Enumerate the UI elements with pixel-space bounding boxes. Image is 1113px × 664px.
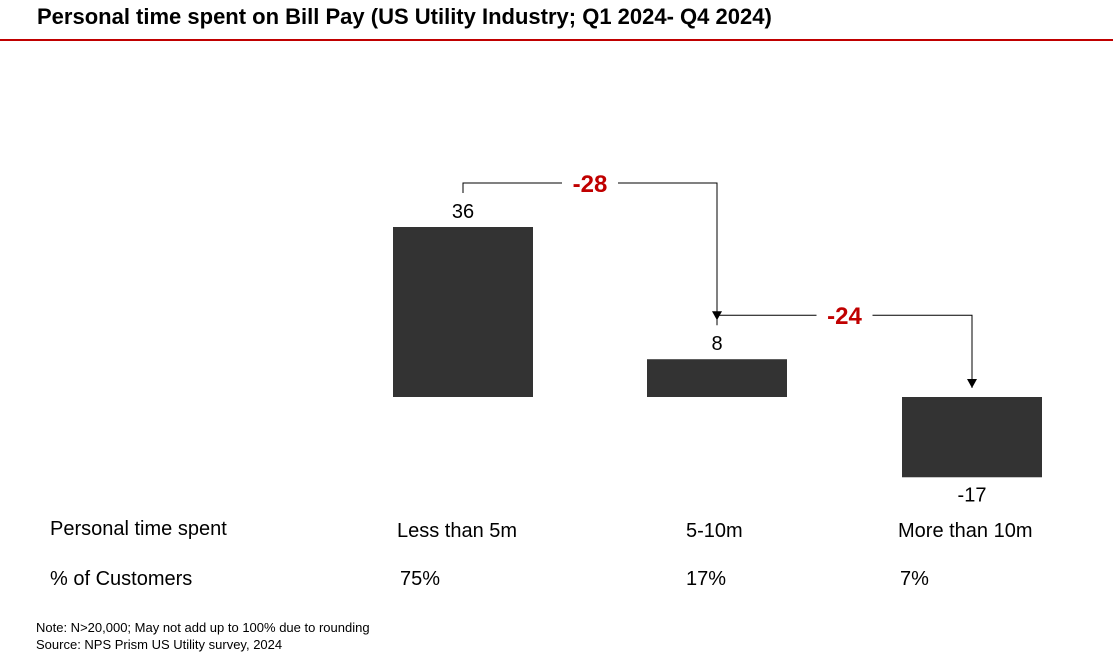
data-label-less-than-5m: 36 <box>452 201 474 223</box>
data-label-more-than-10m: -17 <box>958 484 987 506</box>
time-spent-less-than-5m: Less than 5m <box>397 520 518 542</box>
footnote-source: Source: NPS Prism US Utility survey, 202… <box>36 637 283 652</box>
bar-more-than-10m <box>902 397 1042 478</box>
time-spent-more-than-10m: More than 10m <box>898 520 1033 542</box>
percent-customers-more-than-10m: 7% <box>900 568 929 590</box>
percent-customers-less-than-5m: 75% <box>400 568 441 590</box>
difference-label-background-2 <box>816 301 873 330</box>
difference-label-background-1 <box>562 169 618 197</box>
chart-title: Personal time spent on Bill Pay (US Util… <box>37 4 772 29</box>
percent-customers-5-10m: 17% <box>686 568 727 590</box>
bar-5-10m <box>647 359 787 397</box>
bar-less-than-5m <box>393 227 533 397</box>
difference-label-2: -24 <box>827 303 862 330</box>
row-label-time-spent: Personal time spent <box>50 518 227 540</box>
row-label-percent-customers: % of Customers <box>50 568 193 590</box>
title-divider <box>0 39 1113 41</box>
data-label-5-10m: 8 <box>711 333 722 355</box>
footnote-note: Note: N>20,000; May not add up to 100% d… <box>36 620 370 635</box>
difference-label-1: -28 <box>573 171 608 198</box>
time-spent-5-10m: 5-10m <box>686 520 743 542</box>
